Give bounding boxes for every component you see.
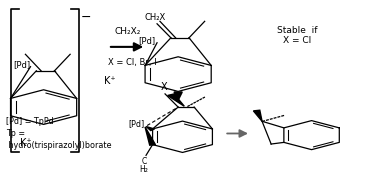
Text: Stable  if
X = Cl: Stable if X = Cl [277,26,317,45]
Text: X: X [160,82,167,92]
Text: K⁺: K⁺ [104,76,116,86]
Text: K⁺: K⁺ [20,138,32,148]
Text: [Pd]: [Pd] [138,37,155,46]
Text: C: C [141,157,146,166]
Text: [Pd]: [Pd] [13,60,30,69]
Polygon shape [146,127,154,131]
Polygon shape [168,94,184,106]
Polygon shape [253,110,262,121]
Text: hydro(trispirazolyl)borate: hydro(trispirazolyl)borate [6,141,112,149]
Text: H₂: H₂ [139,165,148,174]
Text: CH₂X: CH₂X [145,13,166,22]
Text: Tp =: Tp = [6,129,25,138]
Text: [Pd] = TpPd: [Pd] = TpPd [6,117,54,126]
Text: −: − [81,11,91,24]
Text: X = Cl, Br, I: X = Cl, Br, I [108,58,157,67]
Text: [Pd]: [Pd] [128,120,145,129]
Polygon shape [145,127,155,145]
Text: CH₂X₂: CH₂X₂ [114,27,141,36]
